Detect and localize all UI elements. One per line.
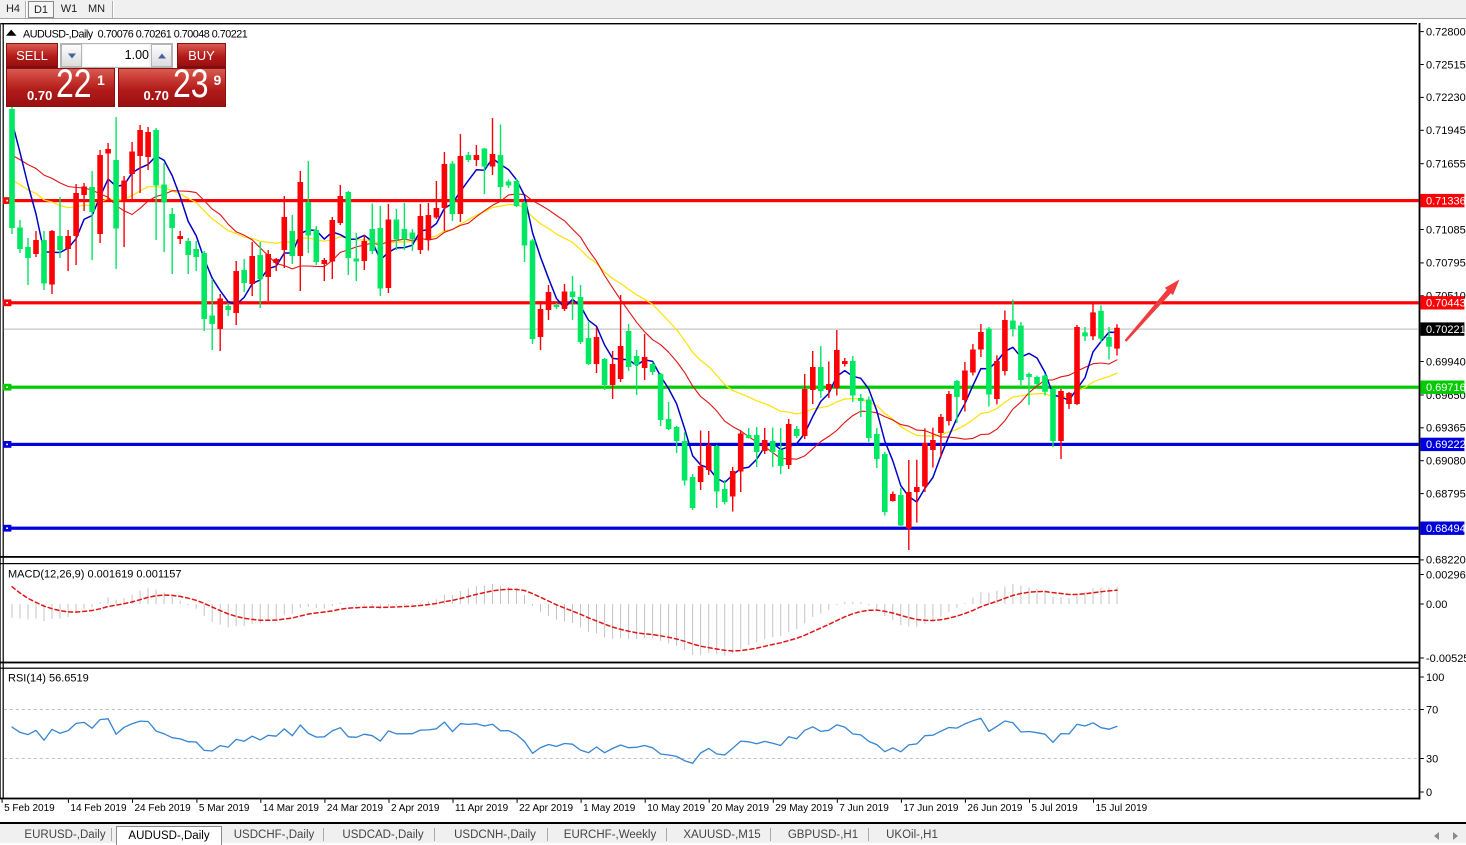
svg-text:0.68795: 0.68795 (1426, 488, 1466, 500)
svg-text:0.69222: 0.69222 (1426, 439, 1466, 451)
svg-text:22 Apr 2019: 22 Apr 2019 (519, 803, 573, 814)
svg-text:0.69365: 0.69365 (1426, 423, 1466, 435)
svg-text:1 May 2019: 1 May 2019 (583, 803, 636, 814)
svg-text:0.69716: 0.69716 (1426, 382, 1466, 394)
svg-text:5 Jul 2019: 5 Jul 2019 (1032, 803, 1079, 814)
svg-text:0.71655: 0.71655 (1426, 159, 1466, 171)
svg-text:0.70221: 0.70221 (1426, 324, 1466, 336)
svg-text:26 Jun 2019: 26 Jun 2019 (967, 803, 1022, 814)
svg-text:5 Mar 2019: 5 Mar 2019 (199, 803, 250, 814)
svg-text:0.72230: 0.72230 (1426, 92, 1466, 104)
svg-text:0.00: 0.00 (1426, 599, 1447, 611)
svg-text:0.69940: 0.69940 (1426, 356, 1466, 368)
svg-text:70: 70 (1426, 704, 1438, 716)
svg-text:14 Feb 2019: 14 Feb 2019 (70, 803, 127, 814)
svg-text:29 May 2019: 29 May 2019 (775, 803, 833, 814)
svg-text:0.68220: 0.68220 (1426, 555, 1466, 567)
svg-text:RSI(14) 56.6519: RSI(14) 56.6519 (8, 673, 89, 685)
svg-text:11 Apr 2019: 11 Apr 2019 (455, 803, 509, 814)
svg-text:0.71945: 0.71945 (1426, 125, 1466, 137)
svg-text:24 Mar 2019: 24 Mar 2019 (327, 803, 384, 814)
svg-text:0.69080: 0.69080 (1426, 456, 1466, 468)
svg-text:14 Mar 2019: 14 Mar 2019 (263, 803, 320, 814)
svg-text:0.71336: 0.71336 (1426, 195, 1466, 207)
svg-text:0.68494: 0.68494 (1426, 523, 1466, 535)
svg-text:17 Jun 2019: 17 Jun 2019 (903, 803, 958, 814)
svg-text:15 Jul 2019: 15 Jul 2019 (1096, 803, 1148, 814)
svg-text:AUDUSD-,Daily 0.70076 0.70261: AUDUSD-,Daily 0.70076 0.70261 0.70048 0.… (23, 29, 248, 41)
svg-text:20 May 2019: 20 May 2019 (711, 803, 769, 814)
svg-text:5 Feb 2019: 5 Feb 2019 (4, 803, 55, 814)
svg-text:0.72800: 0.72800 (1426, 26, 1466, 38)
svg-text:0.70795: 0.70795 (1426, 258, 1466, 270)
svg-text:2 Apr 2019: 2 Apr 2019 (391, 803, 440, 814)
svg-text:30: 30 (1426, 753, 1438, 765)
svg-text:7 Jun 2019: 7 Jun 2019 (839, 803, 889, 814)
svg-text:24 Feb 2019: 24 Feb 2019 (135, 803, 192, 814)
svg-text:MACD(12,26,9) 0.001619 0.00115: MACD(12,26,9) 0.001619 0.001157 (8, 569, 181, 581)
svg-text:0.71085: 0.71085 (1426, 224, 1466, 236)
svg-text:-0.005255: -0.005255 (1426, 653, 1466, 665)
svg-text:0: 0 (1426, 787, 1432, 799)
svg-text:0.72515: 0.72515 (1426, 59, 1466, 71)
svg-text:100: 100 (1426, 672, 1444, 684)
svg-text:0.002962: 0.002962 (1426, 569, 1466, 581)
svg-text:0.70443: 0.70443 (1426, 298, 1466, 310)
svg-text:10 May 2019: 10 May 2019 (647, 803, 705, 814)
